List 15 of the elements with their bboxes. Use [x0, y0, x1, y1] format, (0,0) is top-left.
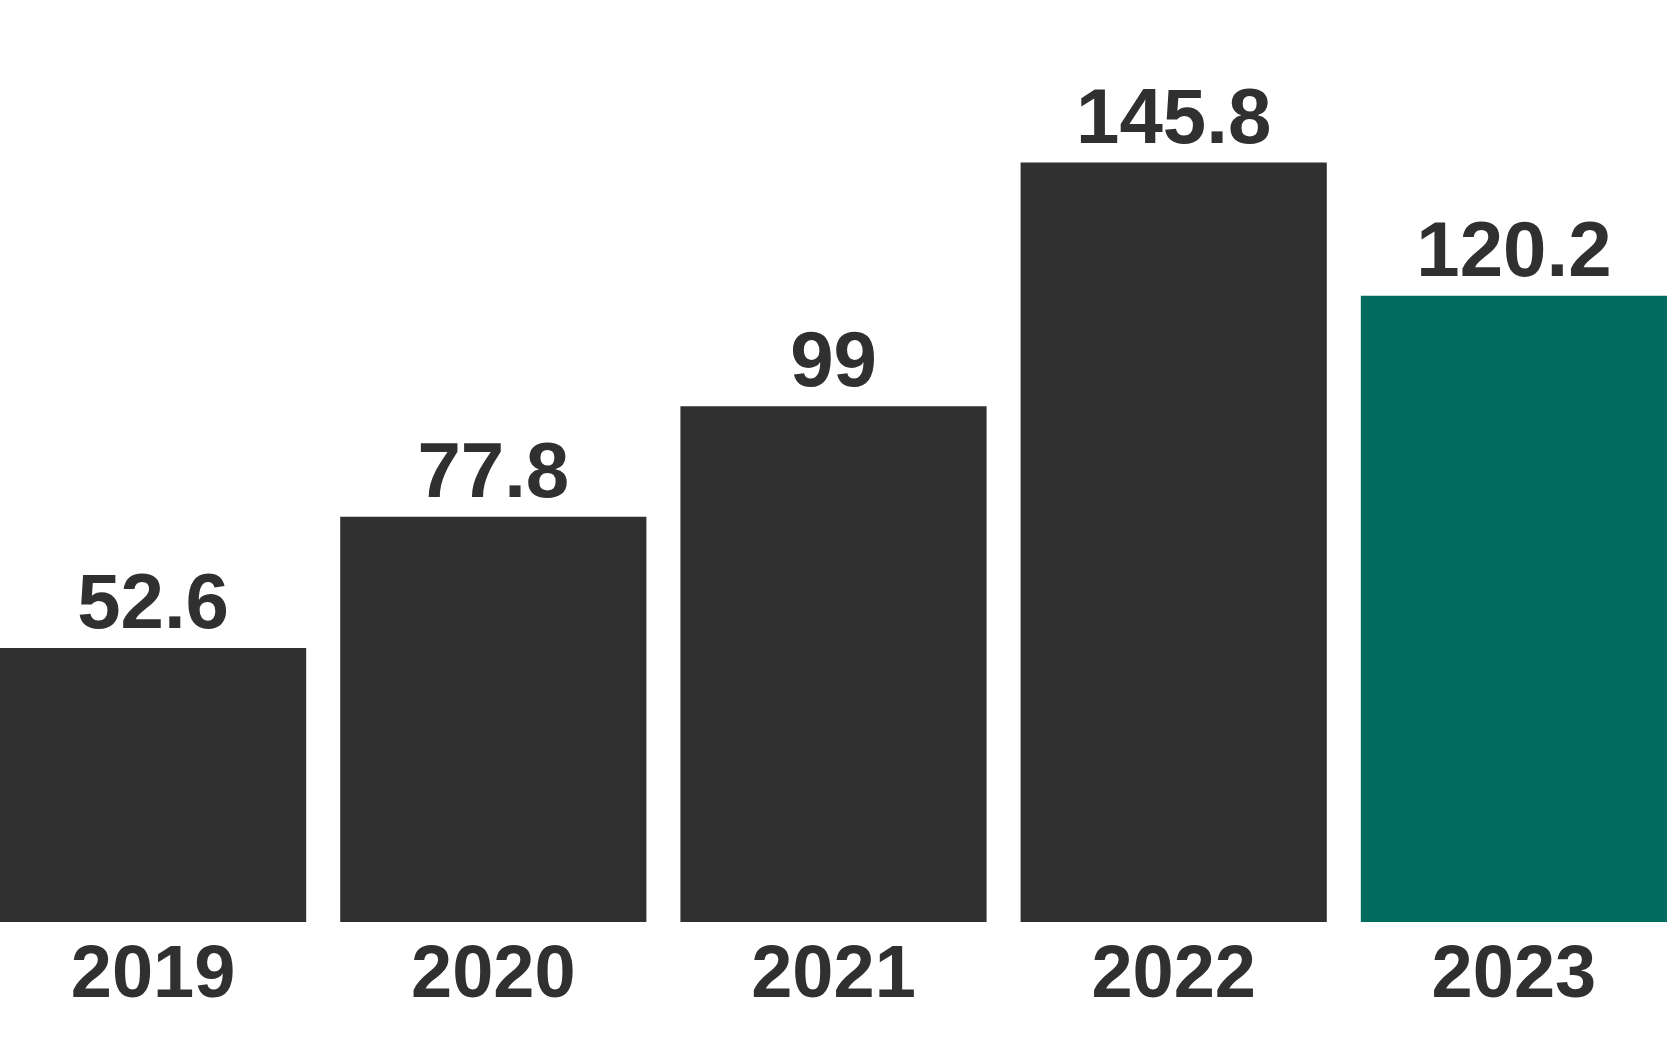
- data-label: 77.8: [417, 425, 570, 514]
- x-tick-label: 2023: [1431, 930, 1597, 1013]
- x-tick-label: 2019: [70, 930, 236, 1013]
- bar: [340, 516, 647, 922]
- data-label: 52.6: [77, 557, 229, 645]
- data-label: 145.8: [1076, 71, 1272, 160]
- data-label: 99: [790, 315, 877, 404]
- x-tick-label: 2020: [410, 930, 576, 1013]
- bar: [1020, 162, 1327, 922]
- x-tick-label: 2021: [751, 930, 916, 1013]
- bar: [0, 648, 307, 922]
- bar: [1360, 295, 1667, 922]
- data-label: 120.2: [1416, 204, 1612, 293]
- x-tick-label: 2022: [1091, 930, 1257, 1013]
- bar: [680, 406, 987, 922]
